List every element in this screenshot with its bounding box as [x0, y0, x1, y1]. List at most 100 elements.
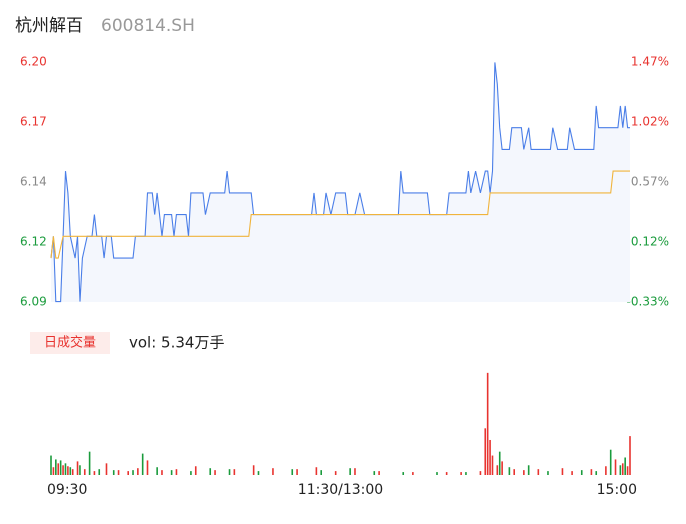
volume-bar	[272, 468, 274, 475]
chart-subtitle: 600814.SH	[101, 16, 195, 36]
volume-bar	[527, 465, 530, 475]
volume-bar	[484, 428, 487, 475]
volume-bar	[491, 455, 494, 475]
volume-bar	[98, 469, 101, 475]
y-tick-label: 6.20	[20, 55, 47, 69]
volume-badge	[30, 332, 110, 354]
volume-bar	[55, 459, 57, 475]
volume-bar	[614, 459, 617, 475]
y-tick-label: 6.09	[20, 295, 47, 309]
volume-bar	[93, 471, 96, 475]
volume-bar	[501, 461, 503, 475]
volume-bar	[508, 467, 511, 475]
volume-bar	[513, 469, 515, 475]
volume-bar	[161, 470, 163, 475]
chart-title: 杭州解百	[15, 16, 83, 36]
volume-bar	[228, 469, 231, 475]
volume-bar	[619, 465, 622, 475]
volume-bar	[50, 455, 52, 475]
volume-bar	[146, 460, 149, 475]
y2-tick-label: 1.47%	[631, 55, 669, 69]
volume-bar	[537, 469, 540, 475]
volume-bar	[67, 466, 69, 475]
volume-bar	[479, 471, 482, 475]
volume-bar	[489, 439, 491, 475]
volume-bar	[117, 470, 120, 475]
y-tick-label: 6.12	[20, 235, 47, 249]
volume-bar	[320, 470, 322, 475]
volume-bar	[252, 465, 255, 475]
volume-bar	[523, 470, 525, 475]
volume-bar	[79, 465, 81, 475]
volume-bar	[621, 463, 624, 475]
volume-bar	[71, 469, 74, 475]
volume-bar	[83, 469, 86, 475]
volume-bar	[629, 436, 631, 475]
volume-bar	[315, 467, 318, 475]
volume-label: 日成交量	[44, 335, 96, 351]
volume-bar	[214, 470, 216, 475]
volume-bar	[334, 471, 337, 475]
volume-bar	[175, 469, 178, 475]
price-area	[51, 62, 630, 303]
volume-bar	[436, 472, 438, 475]
volume-bar	[349, 468, 351, 475]
volume-bar	[127, 471, 129, 475]
volume-bar	[590, 469, 593, 475]
y-tick-label: 6.14	[20, 175, 47, 189]
volume-bar	[373, 471, 376, 475]
volume-bar	[62, 465, 64, 475]
volume-bar	[69, 467, 72, 475]
volume-bar	[112, 470, 115, 475]
x-tick-label: 11:30/13:00	[298, 482, 383, 498]
volume-bar	[486, 372, 489, 475]
y2-tick-label: 1.02%	[631, 115, 669, 129]
volume-bar	[137, 468, 139, 475]
volume-bar	[605, 466, 607, 475]
volume-bar	[595, 471, 598, 475]
y2-tick-label: -0.33%	[627, 295, 669, 309]
volume-bar	[496, 465, 499, 475]
volume-bar	[378, 471, 380, 475]
volume-bar	[132, 470, 134, 475]
volume-bar	[296, 469, 298, 475]
average-line	[50, 170, 630, 259]
volume-bar	[412, 472, 414, 475]
y2-tick-label: 0.57%	[631, 175, 669, 189]
volume-bar	[76, 461, 79, 475]
volume-summary: vol: 5.34万手	[129, 334, 224, 352]
volume-bar	[257, 471, 260, 475]
volume-bar	[571, 471, 573, 475]
volume-bar	[580, 470, 583, 475]
volume-bar	[194, 466, 197, 475]
volume-bar	[460, 472, 462, 475]
x-tick-label: 09:30	[47, 482, 87, 498]
volume-bar	[64, 463, 67, 475]
volume-bar	[170, 470, 173, 475]
volume-bar	[402, 472, 405, 475]
volume-bar	[498, 451, 501, 475]
y-tick-label: 6.17	[20, 115, 47, 129]
volume-bar	[156, 467, 158, 475]
volume-bar	[59, 460, 62, 475]
volume-bar	[547, 471, 549, 475]
volume-bar	[291, 469, 294, 475]
volume-bar	[445, 472, 448, 475]
volume-bar	[88, 451, 91, 475]
volume-bar	[233, 469, 236, 475]
volume-bar	[354, 468, 356, 475]
y2-tick-label: 0.12%	[631, 235, 669, 249]
volume-bar	[561, 468, 564, 475]
volume-bar	[141, 453, 144, 475]
volume-bar	[209, 468, 212, 475]
volume-bar	[624, 457, 626, 475]
volume-bar	[626, 466, 629, 475]
volume-bar	[105, 463, 108, 475]
volume-bar	[52, 467, 55, 475]
volume-bar	[57, 463, 60, 475]
volume-bar	[465, 472, 467, 475]
volume-bar	[609, 449, 612, 475]
x-tick-label: 15:00	[597, 482, 637, 498]
volume-bar	[190, 471, 192, 475]
